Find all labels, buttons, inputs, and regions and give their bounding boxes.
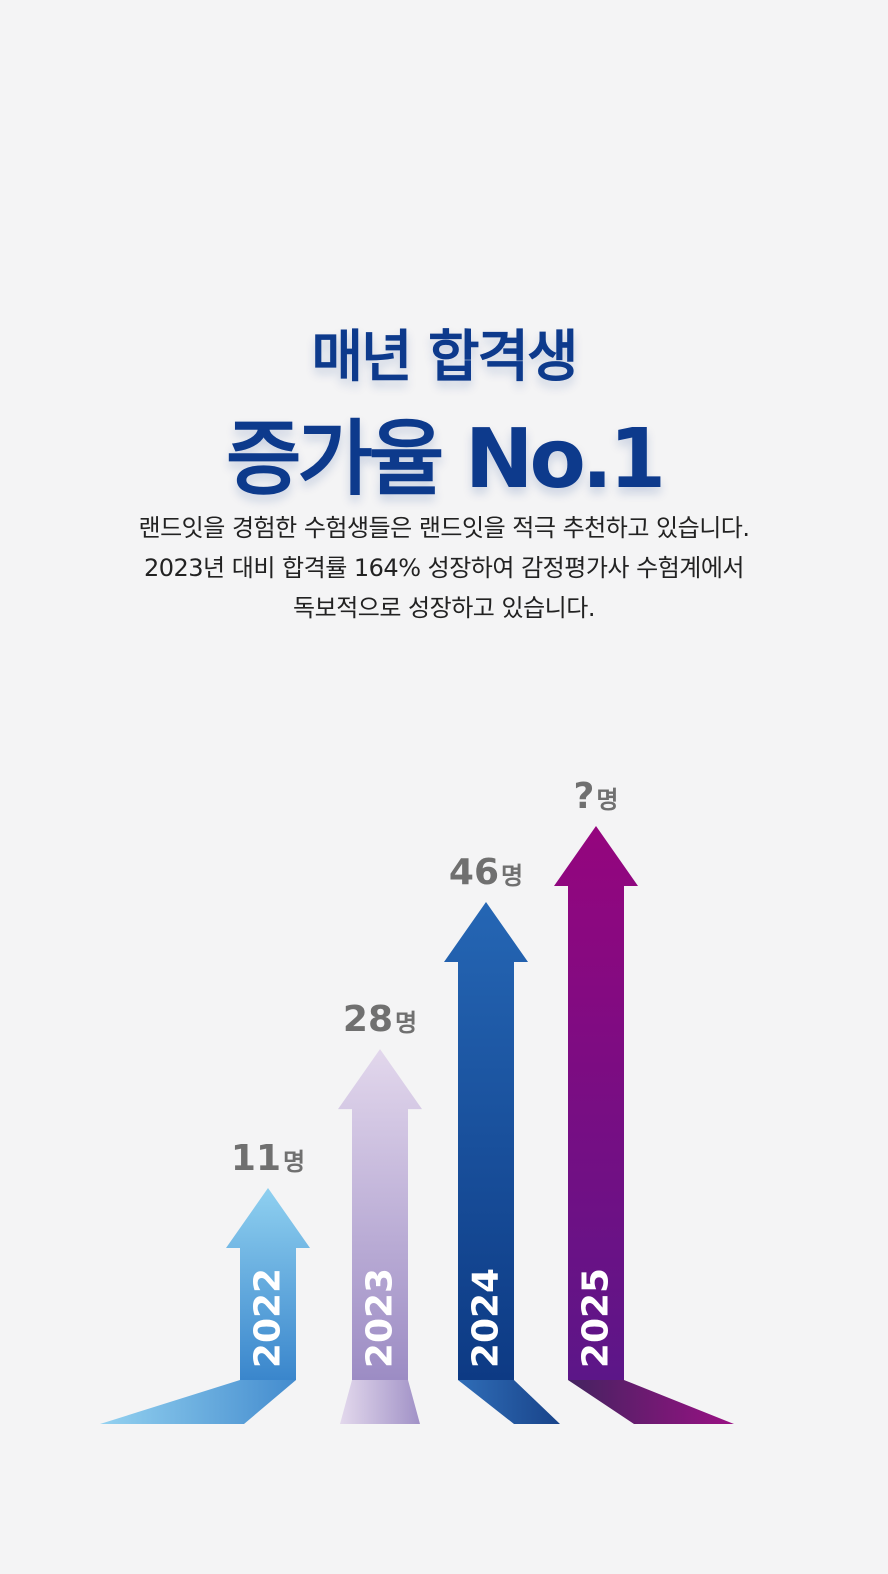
arrow-bar-2025 — [554, 826, 638, 1380]
value-unit-2025: 명 — [596, 786, 618, 814]
arrow-base-2025 — [568, 1380, 734, 1424]
headline-line-2: 증가율 No.1 — [225, 412, 666, 507]
value-number-2024: 46 — [449, 852, 499, 893]
arrow-base-2024 — [458, 1380, 560, 1424]
value-label-2023: 28명 — [343, 999, 417, 1040]
arrow-bar-2023 — [338, 1049, 422, 1380]
description-line-2: 2023년 대비 합격률 164% 성장하여 감정평가사 수험계에서 — [143, 554, 745, 582]
headline-line-1: 매년 합격생 — [311, 325, 578, 390]
value-number-2022: 11 — [231, 1138, 281, 1179]
description-line-3: 독보적으로 성장하고 있습니다. — [293, 594, 595, 622]
value-label-2025: ?명 — [574, 776, 619, 817]
year-label-2025: 2025 — [576, 1268, 617, 1368]
value-unit-2022: 명 — [283, 1148, 305, 1176]
description: 랜드잇을 경험한 수험생들은 랜드잇을 적극 추천하고 있습니다. 2023년 … — [0, 508, 888, 628]
year-label-2022: 2022 — [248, 1268, 289, 1368]
year-label-2024: 2024 — [466, 1268, 507, 1368]
value-unit-2023: 명 — [395, 1009, 417, 1037]
value-label-2024: 46명 — [449, 852, 523, 893]
arrow-bar-2024 — [444, 902, 528, 1380]
value-number-2023: 28 — [343, 999, 393, 1040]
description-line-1: 랜드잇을 경험한 수험생들은 랜드잇을 적극 추천하고 있습니다. — [138, 514, 750, 542]
arrow-bar-2022 — [226, 1188, 310, 1380]
value-label-2022: 11명 — [231, 1138, 305, 1179]
year-label-2023: 2023 — [360, 1268, 401, 1368]
value-unit-2024: 명 — [501, 862, 523, 890]
arrow-base-2022 — [100, 1380, 296, 1424]
arrow-base-2023 — [340, 1380, 420, 1424]
value-number-2025: ? — [574, 776, 595, 817]
